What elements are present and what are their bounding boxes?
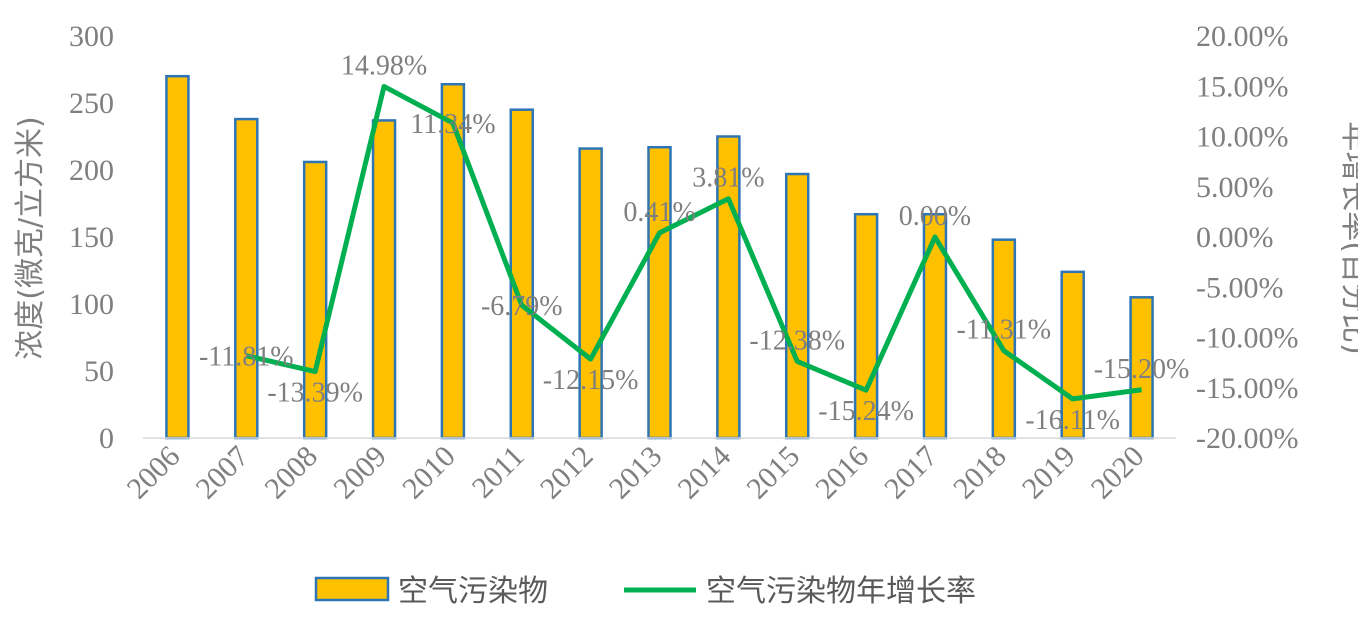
x-tick-2010: 2010 <box>396 440 462 506</box>
y2-tick-10.00%: 10.00% <box>1196 121 1289 154</box>
y-tick-50: 50 <box>84 355 114 388</box>
data-label-2008: -13.39% <box>267 378 363 409</box>
x-tick-2017: 2017 <box>878 440 944 506</box>
y2-tick--15.00%: -15.00% <box>1196 372 1298 405</box>
growth-line <box>245 83 1142 402</box>
y-tick-250: 250 <box>69 87 114 120</box>
data-label-2013: 0.41% <box>623 197 695 228</box>
x-tick-2008: 2008 <box>258 440 324 506</box>
bar-2011 <box>509 108 535 440</box>
x-tick-2006: 2006 <box>121 440 187 506</box>
data-label-2018: -11.31% <box>957 315 1052 346</box>
data-label-2017: 0.00% <box>899 201 971 232</box>
x-tick-2016: 2016 <box>809 440 875 506</box>
left-axis-title: 浓度(微克/立方米) <box>13 116 48 360</box>
line-group <box>245 83 1142 402</box>
y-tick-150: 150 <box>69 221 114 254</box>
x-tick-2018: 2018 <box>947 440 1013 506</box>
data-label-2009: 14.98% <box>341 50 427 81</box>
bar-2015 <box>784 172 810 440</box>
data-label-2011: -6.79% <box>481 291 563 322</box>
x-axis-ticks: 2006 2007 2008 2009 2010 2011 2012 2013 2014 2015… <box>121 440 1151 506</box>
x-tick-2012: 2012 <box>534 440 600 506</box>
bar-2009 <box>371 119 397 440</box>
y-tick-200: 200 <box>69 154 114 187</box>
x-tick-2009: 2009 <box>327 440 393 506</box>
data-labels: -11.81% -13.39% 14.98% 11.34% -6.79% -12.15% 0… <box>199 50 1189 435</box>
data-label-2015: -12.38% <box>749 325 845 356</box>
data-label-2007: -11.81% <box>199 342 294 373</box>
y2-tick--10.00%: -10.00% <box>1196 322 1298 355</box>
y-tick-100: 100 <box>69 288 114 321</box>
y2-tick-15.00%: 15.00% <box>1196 70 1289 103</box>
y2-tick--20.00%: -20.00% <box>1196 422 1298 455</box>
bars-group <box>165 74 1154 440</box>
legend-bar-swatch <box>314 576 390 602</box>
data-label-2016: -15.24% <box>818 396 914 427</box>
x-tick-2015: 2015 <box>740 440 806 506</box>
x-tick-2019: 2019 <box>1016 440 1082 506</box>
legend: 空气污染物 空气污染物年增长率 <box>314 574 976 609</box>
data-label-2020: -15.20% <box>1094 354 1190 385</box>
y-tick-0: 0 <box>99 422 114 455</box>
y2-tick-20.00%: 20.00% <box>1196 20 1289 53</box>
bar-2006 <box>165 74 190 440</box>
right-axis-ticks: -20.00% -15.00% -10.00% -5.00% 0.00% 5.00% 10.… <box>1196 20 1298 455</box>
bar-2007 <box>234 117 259 440</box>
x-tick-2013: 2013 <box>603 440 669 506</box>
y-tick-300: 300 <box>69 20 114 53</box>
x-tick-2011: 2011 <box>466 440 531 505</box>
x-tick-2014: 2014 <box>672 440 738 506</box>
data-label-2010: 11.34% <box>410 109 495 140</box>
bar-2013 <box>647 145 672 440</box>
data-label-2014: 3.81% <box>692 163 764 194</box>
data-label-2019: -16.11% <box>1025 405 1120 436</box>
y2-tick-5.00%: 5.00% <box>1196 171 1274 204</box>
x-tick-2020: 2020 <box>1085 440 1151 506</box>
legend-bar-label: 空气污染物 <box>398 574 548 609</box>
y2-tick--5.00%: -5.00% <box>1196 271 1283 304</box>
right-axis-title: 年增长率(百分比) <box>1337 121 1358 354</box>
x-tick-2007: 2007 <box>189 440 255 506</box>
data-label-2012: -12.15% <box>543 365 639 396</box>
y2-tick-0.00%: 0.00% <box>1196 221 1274 254</box>
legend-line-label: 空气污染物年增长率 <box>706 574 976 609</box>
left-axis-ticks: 0 50 100 150 200 250 300 <box>69 20 114 455</box>
